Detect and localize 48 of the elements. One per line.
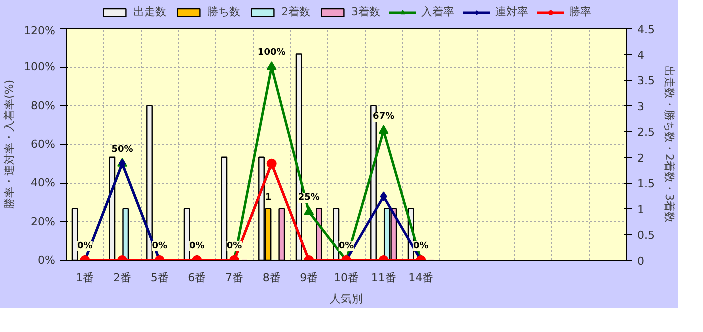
y-tick-label: 120% (24, 24, 56, 38)
y2-tick-label: 1 (638, 203, 644, 216)
legend-label: 入着率 (422, 4, 454, 20)
x-tick-label: 5番 (150, 272, 169, 284)
data-label: 0% (152, 242, 168, 252)
y2-tick-label: 1.5 (638, 178, 655, 191)
data-label: 0% (78, 242, 93, 252)
y2-tick-label: 3 (638, 100, 644, 114)
x-tick-label: 14番 (408, 272, 434, 284)
x-tick-label: 1番 (76, 272, 94, 284)
y-tick-label: 80% (31, 99, 56, 112)
legend-label: 勝ち数 (208, 4, 240, 20)
y-tick-label: 0% (38, 254, 56, 267)
x-tick-label: 8番 (262, 272, 281, 284)
y2-tick-label: 4 (638, 48, 644, 62)
data-label: 0% (190, 242, 205, 252)
legend-label: 連対率 (496, 4, 528, 20)
y-axis-title: 勝率・連対率・入着率(%) (3, 80, 16, 210)
y2-axis-title: 出走数・勝ち数・2着数・3着数 (662, 66, 676, 223)
y2-tick-label: 3.5 (638, 74, 655, 88)
x-tick-label: 11番 (371, 272, 396, 284)
x-axis-title: 人気別 (330, 292, 363, 306)
legend-label: 3着数 (352, 4, 380, 20)
data-label: 0% (414, 242, 429, 252)
legend-label: 勝率 (570, 4, 592, 20)
data-label: 100% (258, 48, 286, 58)
x-tick-label: 9番 (300, 272, 318, 284)
x-tick-label: 10番 (334, 272, 359, 284)
x-tick-label: 2番 (114, 272, 132, 284)
y2-tick-label: 2 (638, 152, 644, 165)
legend-label: 出走数 (134, 4, 166, 20)
data-label: 25% (298, 193, 320, 204)
legend-label: 2着数 (282, 4, 310, 20)
data-label: 50% (112, 144, 134, 155)
data-label: 0% (226, 242, 242, 252)
y-tick-label: 40% (31, 176, 56, 190)
data-label: 1 (265, 192, 272, 203)
y2-tick-label: 0.5 (638, 229, 655, 242)
data-label: 67% (373, 112, 395, 122)
y2-tick-label: 2.5 (638, 126, 655, 140)
y2-tick-label: 0 (638, 255, 644, 268)
data-label: 0% (338, 242, 354, 252)
y2-tick-label: 4.5 (638, 24, 655, 36)
y-tick-label: 100% (24, 60, 56, 74)
y-tick-label: 60% (31, 138, 56, 151)
x-tick-label: 6番 (188, 272, 206, 284)
y-tick-label: 20% (31, 215, 56, 228)
x-tick-label: 7番 (226, 272, 244, 284)
